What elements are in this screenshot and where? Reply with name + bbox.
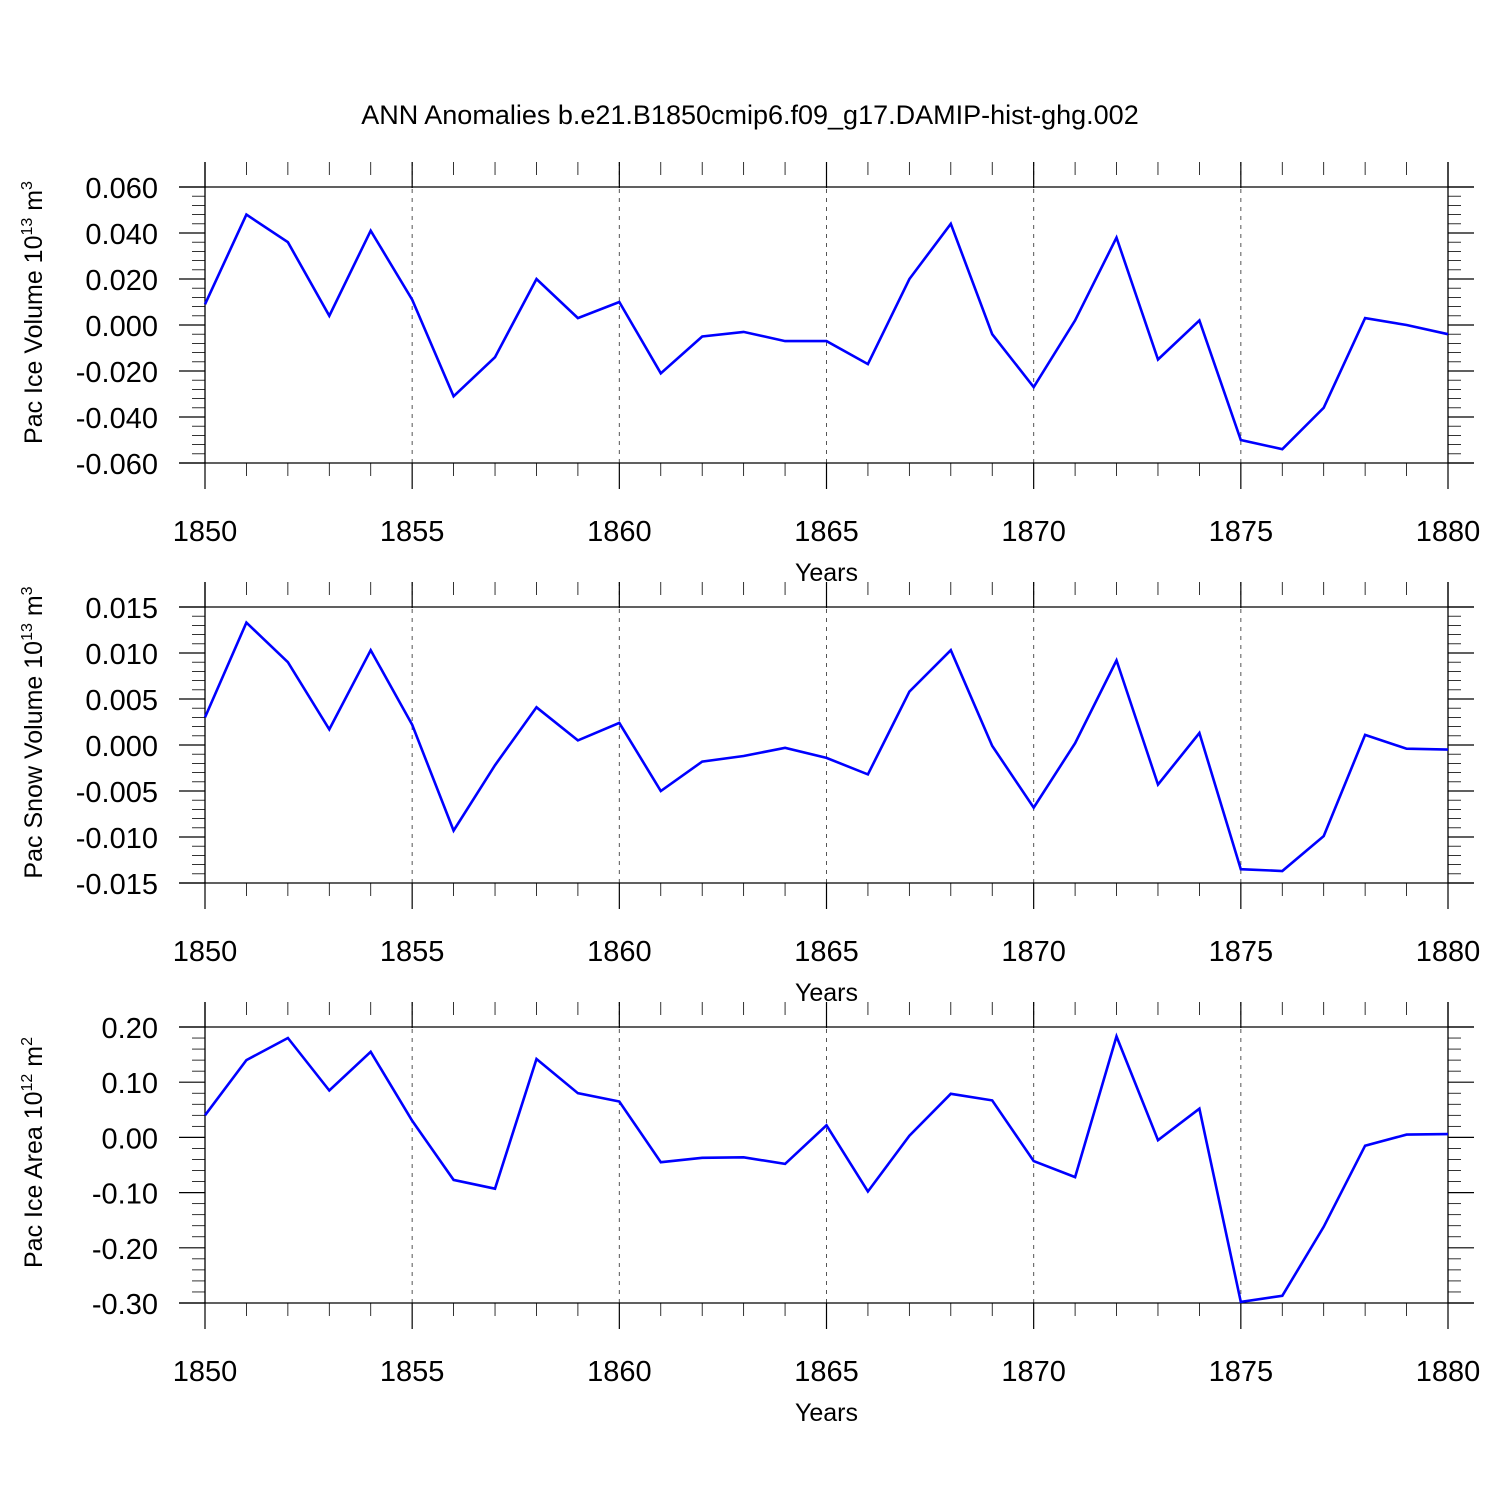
y-axis-label: Pac Snow Volume 1013 m3 [19,586,48,878]
y-tick-label: 0.000 [85,311,158,343]
y-axis-label: Pac Ice Area 1012 m2 [19,1037,48,1268]
x-tick-label: 1855 [380,516,445,548]
chart-panel-3: -0.30 -0.20 -0.10 0.00 0.10 0.20 1850 1855 1860 1… [19,1002,1480,1427]
x-tick-label: 1875 [1209,1356,1274,1388]
x-tick-label: 1860 [587,936,652,968]
chart-panel-1: -0.060 -0.040 -0.020 0.000 0.020 0.040 0.060 18… [19,162,1480,587]
y-tick-label: 0.000 [85,731,158,763]
y-tick-label: -0.10 [92,1179,158,1211]
x-tick-label: 1875 [1209,516,1274,548]
x-tick-label: 1855 [380,1356,445,1388]
y-tick-label: -0.020 [76,357,158,389]
y-tick-label: -0.040 [76,403,158,435]
data-series-line [203,212,1449,451]
y-tick-label: 0.005 [85,685,158,717]
y-tick-label: 0.040 [85,219,158,251]
y-tick-label: -0.20 [92,1234,158,1266]
y-tick-label: -0.010 [76,823,158,855]
data-series-line [203,1032,1449,1304]
x-tick-label: 1850 [173,516,238,548]
y-tick-label: 0.010 [85,639,158,671]
x-tick-label: 1850 [173,936,238,968]
x-tick-label: 1855 [380,936,445,968]
x-tick-label: 1880 [1416,516,1481,548]
y-tick-label: -0.015 [76,869,158,901]
x-tick-label: 1850 [173,1356,238,1388]
figure-title: ANN Anomalies b.e21.B1850cmip6.f09_g17.D… [361,100,1138,130]
x-tick-label: 1880 [1416,1356,1481,1388]
y-tick-label: -0.005 [76,777,158,809]
y-axis-label: Pac Ice Volume 1013 m3 [19,181,48,444]
x-axis-label: Years [795,1399,858,1427]
x-tick-label: 1870 [1001,1356,1066,1388]
y-tick-label: -0.30 [92,1289,158,1321]
y-tick-label: 0.20 [102,1013,158,1045]
data-series-line [203,620,1449,873]
x-tick-label: 1880 [1416,936,1481,968]
y-tick-label: 0.020 [85,265,158,297]
x-tick-label: 1875 [1209,936,1274,968]
y-tick-label: -0.060 [76,449,158,481]
y-tick-label: 0.00 [102,1123,158,1155]
x-tick-label: 1870 [1001,936,1066,968]
x-tick-label: 1865 [794,516,859,548]
x-tick-label: 1860 [587,516,652,548]
x-tick-label: 1860 [587,1356,652,1388]
x-tick-label: 1865 [794,1356,859,1388]
y-tick-label: 0.060 [85,173,158,205]
y-tick-label: 0.10 [102,1068,158,1100]
x-tick-label: 1870 [1001,516,1066,548]
x-tick-label: 1865 [794,936,859,968]
chart-panel-2: -0.015 -0.010 -0.005 0.000 0.005 0.010 0.015 18… [19,582,1480,1007]
y-tick-label: 0.015 [85,593,158,625]
